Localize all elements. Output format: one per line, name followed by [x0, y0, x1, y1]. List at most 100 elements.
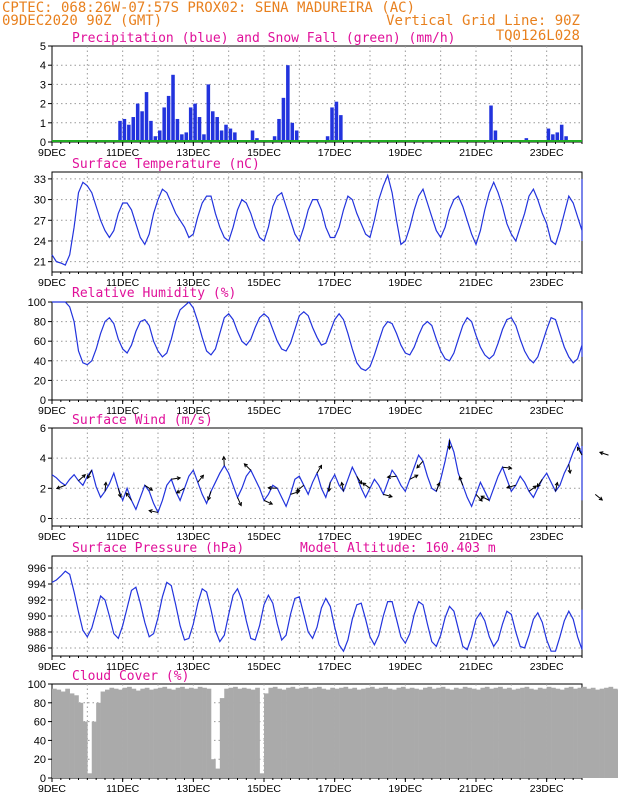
header-location: CPTEC: 068:26W-07:57S PROX02: SENA MADUR…: [2, 0, 415, 16]
temp-ytick-label: 21: [34, 257, 46, 269]
cloud-bar: [502, 688, 508, 778]
wind-arrow-head: [55, 485, 61, 490]
cloud-bar: [392, 689, 397, 778]
precip-bar: [277, 118, 281, 142]
cloud-bar: [334, 688, 340, 778]
cloud-xtick-label: 19DEC: [388, 783, 422, 795]
cloud-bar: [445, 688, 450, 778]
cloud-xtick-label: 15DEC: [247, 783, 281, 795]
wind-arrow: [207, 491, 212, 501]
cloud-bar: [255, 687, 260, 778]
wind-arrow: [536, 478, 543, 488]
cloud-bar: [511, 689, 517, 778]
wind-arrow-head: [340, 481, 345, 487]
cloud-bar: [546, 686, 552, 778]
wind-arrow-head: [576, 446, 581, 451]
wind-arrow-head: [295, 487, 301, 492]
wind-arrow-head: [148, 509, 153, 514]
cloud-bar: [378, 687, 384, 778]
cloud-bar: [405, 688, 411, 778]
cloud-bar: [612, 688, 618, 778]
rh-xtick-label: 9DEC: [38, 405, 66, 417]
wind-xtick-label: 21DEC: [459, 531, 493, 543]
wind-arrow-head: [267, 485, 272, 491]
cloud-bar: [449, 689, 455, 778]
cloud-bar: [409, 687, 415, 778]
wind-xtick-label: 9DEC: [38, 531, 66, 543]
cloud-bar: [215, 768, 221, 778]
temp-ytick-label: 24: [34, 236, 46, 248]
wind-arrow: [416, 460, 424, 469]
cloud-bar: [290, 686, 296, 778]
rh-xtick-label: 11DEC: [106, 405, 139, 417]
precip-bar: [489, 105, 493, 142]
wind-title: Surface Wind (m/s): [72, 413, 213, 428]
precip-bar: [127, 124, 131, 142]
cloud-bar: [264, 693, 269, 778]
precip-xtick-label: 13DEC: [176, 147, 210, 159]
precip-ytick-label: 3: [40, 79, 46, 91]
cloud-bar: [175, 687, 181, 778]
wind-arrow-head: [243, 463, 248, 468]
pres-xtick-label: 19DEC: [388, 661, 422, 673]
cloud-xtick-label: 23DEC: [530, 783, 564, 795]
cloud-bar: [113, 688, 119, 778]
pres-ytick-label: 996: [28, 563, 46, 575]
cloud-bar: [418, 689, 424, 778]
wind-arrow: [78, 474, 86, 482]
cloud-bar: [467, 687, 472, 778]
pres-series-line: [51, 570, 583, 653]
wind-arrow: [435, 482, 440, 492]
cloud-bar: [431, 688, 437, 778]
cloud-bar: [374, 688, 380, 778]
temp-ytick-label: 27: [34, 215, 46, 227]
cloud-ytick-label: 40: [34, 735, 46, 747]
pres-ytick-label: 988: [28, 627, 46, 639]
precip-xtick-label: 17DEC: [318, 147, 352, 159]
wind-arrow-head: [386, 474, 391, 479]
wind-arrow-head: [81, 474, 86, 479]
wind-arrow-head: [87, 474, 91, 480]
wind-arrow: [475, 494, 483, 502]
wind-arrow: [387, 475, 397, 478]
cloud-bar: [162, 686, 168, 778]
pres-ytick-label: 994: [28, 579, 46, 591]
cloud-bar: [96, 702, 101, 778]
cloud-bar: [489, 688, 494, 778]
wind-arrow: [459, 476, 464, 486]
wind-arrow: [599, 451, 609, 456]
precip-bar: [202, 134, 206, 142]
cloud-xtick-label: 9DEC: [38, 783, 66, 795]
cloud-bar: [250, 689, 256, 778]
cloud-bar: [158, 687, 163, 778]
precip-xtick-label: 23DEC: [530, 147, 564, 159]
precip-bar: [493, 130, 498, 142]
cloud-bar: [87, 773, 93, 778]
wind-arrow-head: [358, 480, 363, 485]
cloud-bar: [100, 691, 106, 778]
pres-xtick-label: 13DEC: [176, 661, 210, 673]
header-grid-line: Vertical Grid Line: 90Z: [386, 13, 580, 29]
wind-arrow-head: [416, 464, 421, 469]
cloud-bar: [131, 688, 137, 778]
rh-series-line: [52, 301, 583, 372]
cloud-bar: [118, 689, 123, 778]
cloud-bar: [533, 689, 539, 778]
panels: 0 1 2 3 4 5 9DEC 11DEC 13DEC 15DEC 17DEC 19DEC 21DEC…: [28, 31, 618, 795]
header-model-code: TQ0126L028: [496, 28, 580, 44]
precip-bar: [325, 136, 330, 142]
cloud-bar: [484, 686, 490, 778]
precip-bar: [559, 124, 564, 142]
cloud-title: Cloud Cover (%): [72, 669, 189, 684]
wind-arrow-head: [480, 495, 485, 500]
cloud-bar: [423, 687, 428, 778]
wind-arrow: [362, 482, 371, 489]
precip-bar: [219, 130, 224, 142]
wind-arrow: [263, 499, 273, 505]
cloud-bar: [387, 688, 393, 778]
cloud-bar: [586, 688, 592, 778]
wind-arrow-head: [176, 476, 182, 481]
cloud-bar: [476, 689, 481, 778]
cloud-bar: [462, 686, 468, 778]
precip-title: Precipitation (blue) and Snow Fall (gree…: [72, 31, 456, 46]
